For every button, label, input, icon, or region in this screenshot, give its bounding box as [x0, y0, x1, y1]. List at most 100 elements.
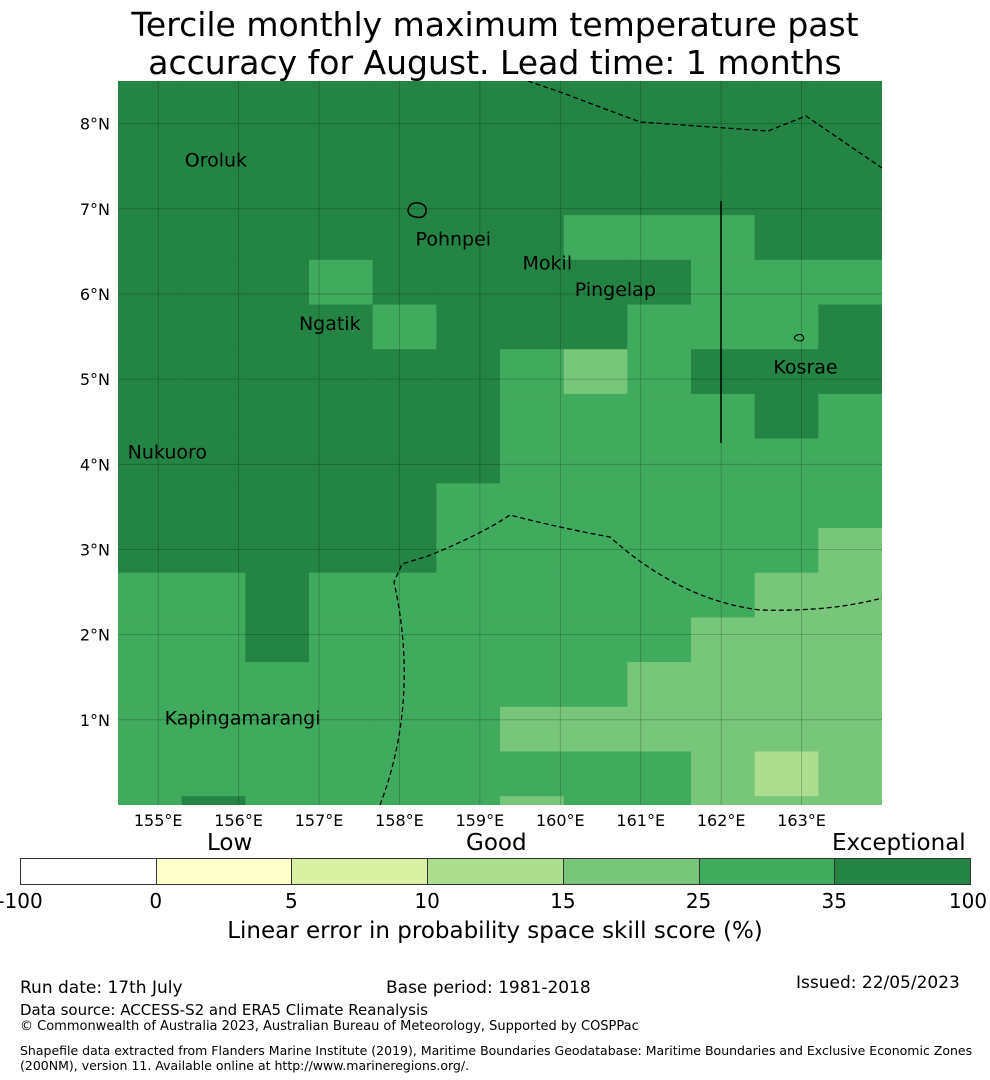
skill-cell [436, 796, 501, 805]
skill-cell [372, 751, 437, 797]
skill-cell [372, 125, 437, 171]
skill-cell [181, 81, 246, 127]
skill-cell [691, 528, 756, 574]
skill-cell [818, 617, 882, 663]
skill-cell [500, 617, 565, 663]
skill-cell [245, 81, 310, 127]
skill-cell [691, 438, 756, 484]
skill-cell [245, 751, 310, 797]
skill-cell [436, 259, 501, 306]
skill-cell [500, 796, 565, 805]
x-tick-label: 159°E [456, 811, 505, 830]
skill-cell [309, 662, 374, 708]
skill-cell [754, 438, 819, 484]
skill-cell [563, 528, 628, 574]
skill-cell [245, 304, 310, 350]
x-tick-label: 161°E [616, 811, 665, 830]
skill-cell [691, 81, 756, 127]
skill-cell [691, 349, 756, 395]
skill-cell [309, 528, 374, 574]
skill-cell [245, 572, 310, 618]
skill-cell [245, 215, 310, 261]
skill-cell [500, 349, 565, 395]
skill-cell [181, 259, 246, 306]
skill-cell [372, 215, 437, 261]
skill-cell [691, 796, 756, 805]
skill-cell [500, 125, 565, 171]
place-label: Mokil [523, 252, 573, 274]
skill-cell [691, 259, 756, 306]
skill-cell [436, 617, 501, 663]
colorbar-title: Linear error in probability space skill … [227, 918, 763, 944]
skill-cell [372, 393, 437, 440]
skill-cell [563, 349, 628, 395]
skill-cell [627, 662, 692, 708]
place-label: Kosrae [773, 356, 837, 378]
skill-cell [181, 572, 246, 618]
colorbar-tick-label: 25 [685, 889, 712, 913]
skill-cell [500, 572, 565, 618]
skill-cell [245, 438, 310, 484]
skill-cell [691, 125, 756, 171]
skill-cell [118, 528, 183, 574]
skill-cell [754, 170, 819, 216]
skill-cell [436, 706, 501, 753]
issued-date: Issued: 22/05/2023 [796, 973, 960, 993]
y-tick-label: 6°N [80, 285, 110, 304]
skill-cell [691, 304, 756, 350]
skill-cell [818, 170, 882, 216]
skill-cell [309, 751, 374, 797]
skill-cell [754, 528, 819, 574]
skill-cell [181, 751, 246, 797]
skill-cell [754, 617, 819, 663]
skill-cell [181, 706, 246, 753]
skill-cell [500, 393, 565, 440]
colorbar-tick-label: 15 [550, 889, 576, 913]
skill-cell [500, 662, 565, 708]
skill-cell [500, 81, 565, 127]
skill-cell [627, 796, 692, 805]
skill-cell [436, 304, 501, 350]
skill-cell [181, 170, 246, 216]
skill-cell [245, 706, 310, 753]
skill-cell [818, 304, 882, 350]
skill-cell [818, 706, 882, 753]
skill-cell [563, 215, 628, 261]
colorbar-segment [698, 858, 836, 885]
skill-cell [754, 483, 819, 529]
skill-cell [309, 617, 374, 663]
copyright: © Commonwealth of Australia 2023, Austra… [20, 1019, 639, 1034]
pohnpei-outline [407, 202, 427, 219]
skill-cell [245, 125, 310, 171]
skill-cell [118, 259, 183, 306]
x-tick-label: 158°E [375, 811, 424, 830]
skill-cell [691, 706, 756, 753]
skill-cell [818, 81, 882, 127]
skill-cell [627, 528, 692, 574]
skill-cell [563, 617, 628, 663]
skill-cell [500, 483, 565, 529]
skill-cell [372, 483, 437, 529]
skill-cell [181, 304, 246, 350]
skill-cell [500, 170, 565, 216]
skill-cell [118, 81, 183, 127]
y-tick-label: 2°N [80, 626, 110, 645]
colorbar-tick-label: 0 [149, 889, 163, 913]
colorbar-segment [20, 858, 157, 885]
skill-cell [563, 572, 628, 618]
skill-cell [627, 438, 692, 484]
skill-cell [118, 751, 183, 797]
skill-cell [309, 170, 374, 216]
skill-cell [118, 706, 183, 753]
skill-cell [309, 215, 374, 261]
skill-cell [118, 304, 183, 350]
skill-cell [818, 662, 882, 708]
skill-cell [118, 215, 183, 261]
skill-cell [436, 81, 501, 127]
skill-cell [627, 706, 692, 753]
skill-cell [181, 215, 246, 261]
skill-cell [691, 751, 756, 797]
island-outlines [407, 202, 805, 342]
skill-cell [627, 170, 692, 216]
